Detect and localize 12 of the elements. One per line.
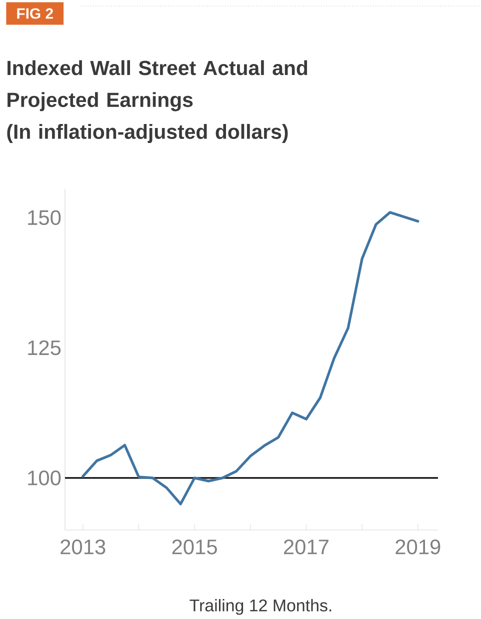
chart-title: Indexed Wall Street Actual and Projected Earnings [8, 60, 308, 112]
y-tick-label: 125 [28, 340, 61, 356]
x-tick-label: 2013 [60, 540, 106, 554]
x-tick-label: 2017 [284, 540, 328, 554]
x-tick-label: 2015 [172, 540, 217, 554]
x-axis-title: Trailing 12 Months. [190, 599, 332, 615]
caption: FIG 2 [17, 8, 53, 19]
chart-subtitle: (In inflation-adjusted dollars) [7, 124, 288, 143]
x-tick-label: 2019 [396, 540, 440, 554]
line-series [82, 211, 420, 506]
y-tick-label: 100 [28, 470, 61, 486]
y-tick-label: 150 [28, 210, 61, 226]
